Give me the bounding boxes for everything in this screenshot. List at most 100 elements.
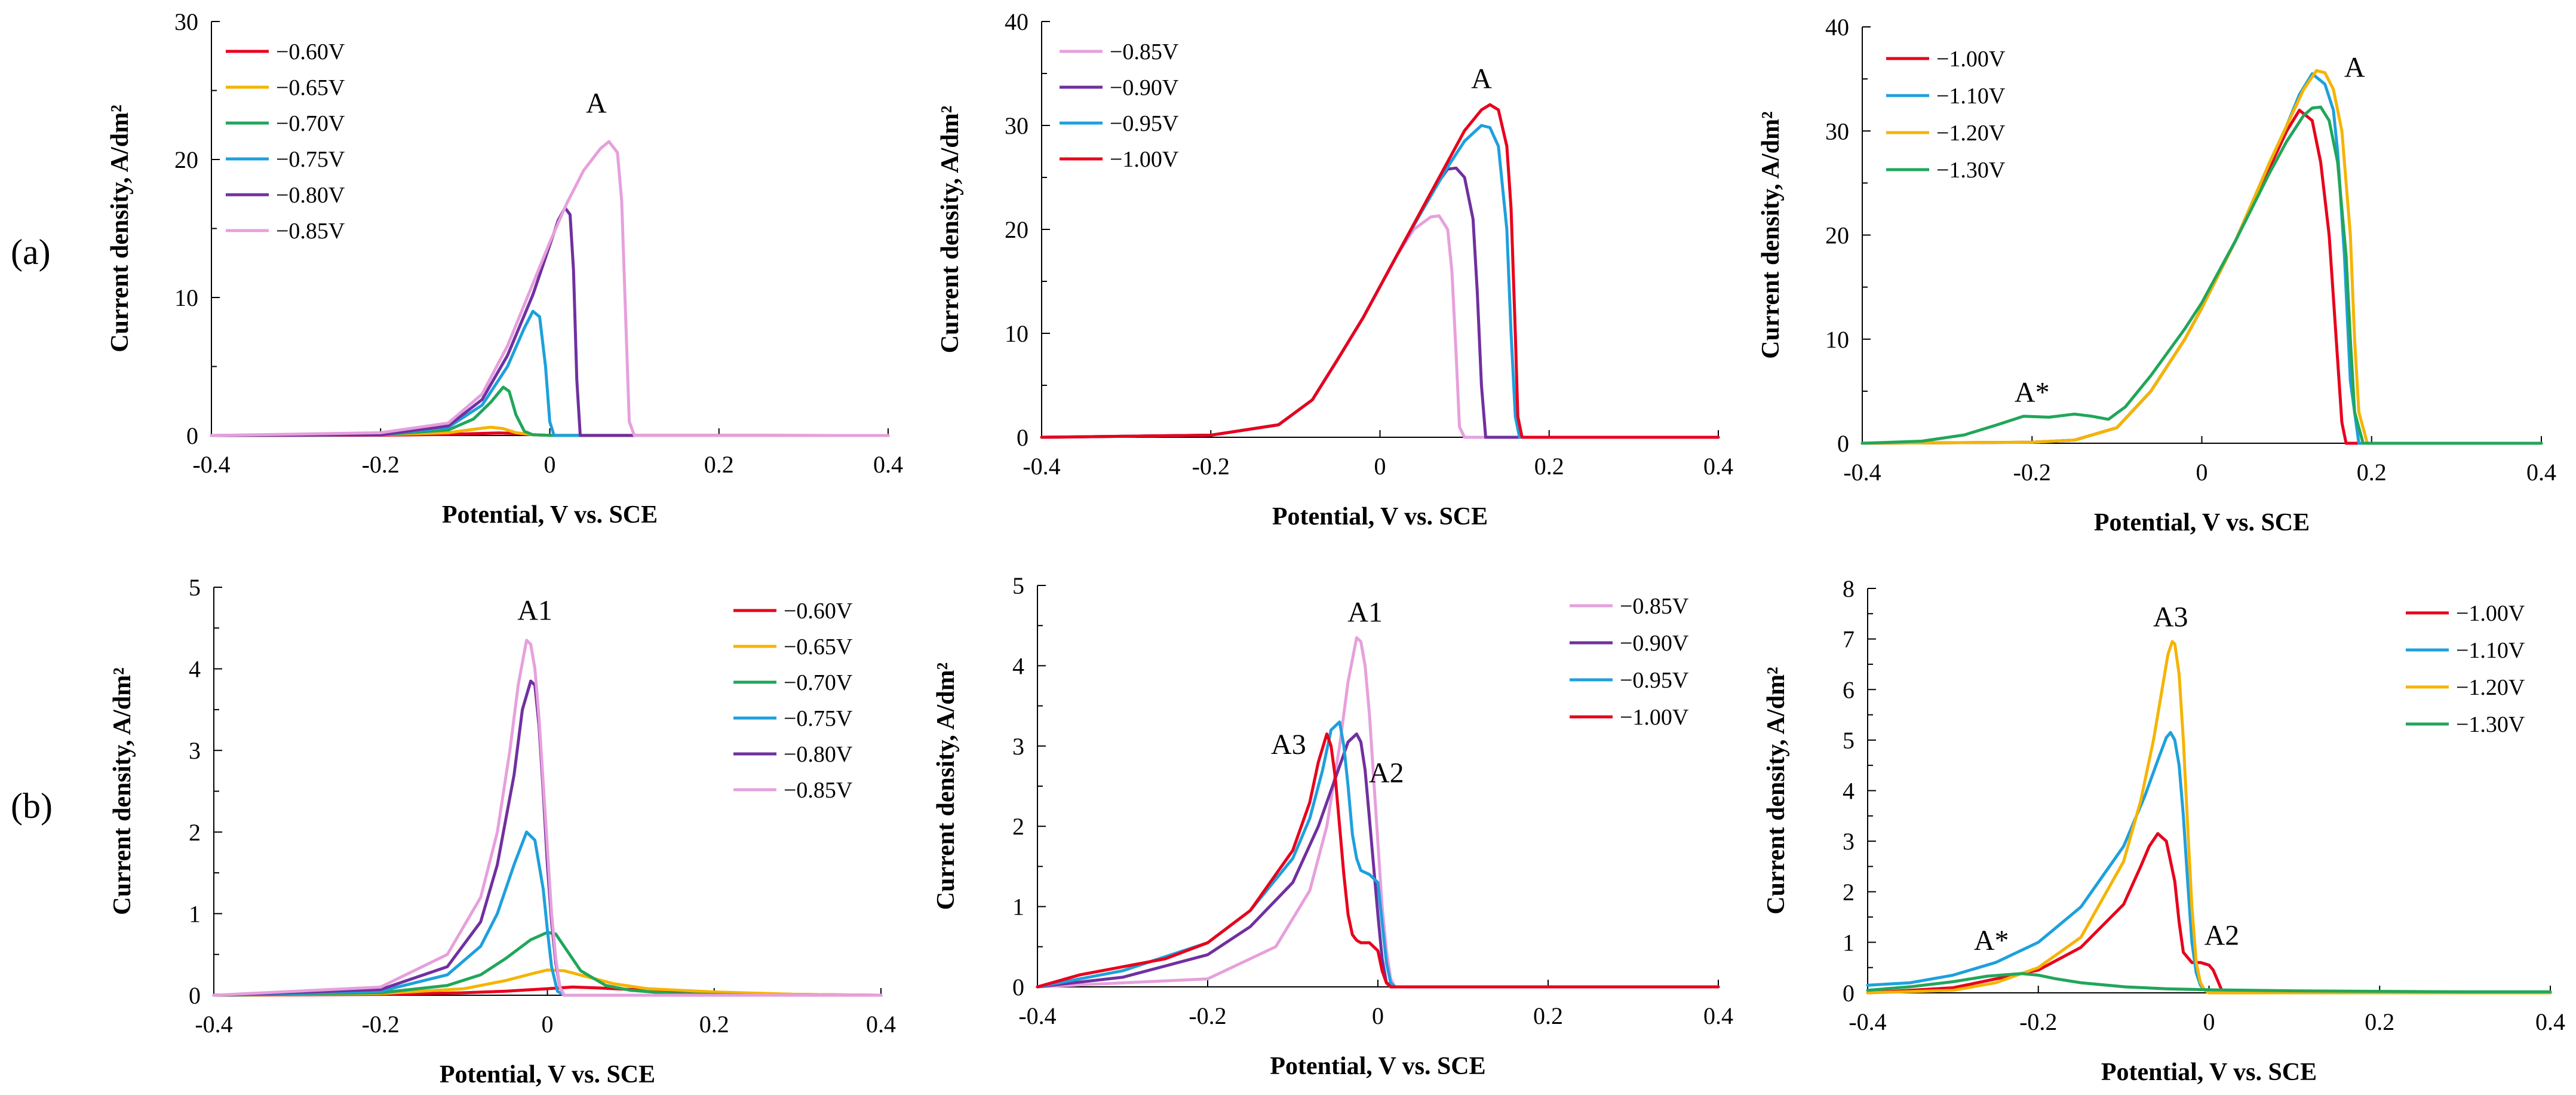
y-tick-label: 1 [189,900,201,927]
legend-label: −0.85V [1110,39,1179,65]
series-line-0 [1866,832,2552,995]
x-tick-label: 0.4 [866,1011,896,1038]
y-tick-label: 10 [1825,326,1849,353]
series-line-2 [212,931,883,997]
y-tick-label: 0 [189,982,201,1009]
x-axis-title: Potential, V vs. SCE [442,501,658,529]
legend-label: −1.00V [2456,601,2525,626]
y-axis-title: Current density, A/dm² [1763,667,1790,914]
y-tick-label: 3 [1843,828,1855,855]
x-tick-label: -0.2 [2013,459,2051,486]
y-tick-label: 8 [1843,575,1855,602]
peak-annotation: A [586,87,607,119]
y-tick-label: 40 [1825,14,1849,41]
legend-label: −0.65V [784,634,853,660]
y-tick-label: 10 [174,284,198,311]
y-axis-title: Current density, A/dm² [1757,111,1785,358]
legend-label: −1.00V [1620,705,1689,730]
x-tick-label: 0 [1374,453,1386,480]
legend-label: −1.20V [1936,121,2006,146]
x-tick-label: -0.2 [1189,1002,1226,1029]
y-tick-label: 0 [186,422,198,449]
y-tick-label: 1 [1012,894,1024,921]
y-axis-title: Current density, A/dm² [106,105,134,352]
legend-label: −0.60V [276,39,345,65]
series-line-3 [1040,103,1720,439]
y-tick-label: 3 [189,737,201,764]
legend-label: −0.85V [784,778,853,803]
x-tick-label: -0.4 [1018,1002,1056,1029]
x-tick-label: -0.4 [1023,453,1060,480]
legend-label: −1.30V [2456,712,2525,737]
legend-label: −0.85V [1620,594,1689,619]
y-tick-label: 0 [1843,980,1855,1007]
x-tick-label: -0.4 [192,451,230,478]
x-tick-label: -0.2 [362,1011,400,1038]
series-line-5 [210,140,890,437]
legend-label: −0.90V [1110,75,1179,100]
y-tick-label: 5 [189,574,201,601]
x-tick-label: -0.4 [195,1011,232,1038]
legend-label: −0.85V [276,219,345,244]
series-line-3 [1860,105,2543,445]
legend-label: −1.30V [1936,158,2006,183]
x-tick-label: -0.2 [2019,1008,2057,1035]
legend-label: −1.00V [1936,47,2006,72]
x-tick-label: 0 [1372,1002,1384,1029]
peak-annotation: A [1471,63,1492,94]
peak-annotation: A2 [2205,920,2240,952]
y-axis-title: Current density, A/dm² [932,662,960,910]
x-tick-label: 0.2 [699,1011,729,1038]
legend-label: −0.80V [784,742,853,767]
x-axis-title: Potential, V vs. SCE [440,1061,655,1088]
legend-label: −1.20V [2456,675,2525,700]
legend-label: −0.75V [276,147,345,172]
peak-annotation: A1 [517,595,552,627]
y-tick-label: 5 [1843,727,1855,754]
y-tick-label: 20 [1825,222,1849,249]
series-line-1 [212,968,883,997]
y-tick-label: 5 [1012,572,1024,599]
x-axis-title: Potential, V vs. SCE [1272,503,1488,530]
row-label-a: (a) [11,232,51,272]
series-line-2 [210,385,890,437]
x-tick-label: 0.2 [1534,453,1564,480]
y-tick-label: 30 [174,8,198,35]
y-tick-label: 2 [1843,879,1855,906]
peak-annotation: A [2344,52,2365,84]
x-tick-label: 0.4 [2535,1008,2565,1035]
y-tick-label: 0 [1012,974,1024,1001]
legend-label: −0.95V [1110,111,1179,136]
x-tick-label: -0.4 [1849,1008,1886,1035]
series-line-3 [212,830,883,997]
series-line-3 [1866,972,2552,993]
legend-label: −0.70V [276,111,345,136]
series-line-2 [1860,69,2543,445]
legend-label: −0.65V [276,75,345,100]
y-tick-label: 10 [1005,320,1028,347]
x-tick-label: 0.2 [2357,459,2387,486]
x-tick-label: 0 [542,1011,554,1038]
peak-annotation: A2 [1369,757,1404,789]
y-tick-label: 20 [1005,216,1028,243]
y-axis-title: Current density, A/dm² [109,667,136,915]
x-tick-label: 0.2 [2365,1008,2394,1035]
x-tick-label: 0.2 [1533,1002,1563,1029]
peak-annotation: A* [2015,376,2050,408]
y-tick-label: 2 [189,819,201,846]
peak-annotation: A* [1974,925,2009,956]
series-line-2 [1036,720,1720,989]
y-tick-label: 3 [1012,733,1024,760]
y-tick-label: 0 [1017,424,1028,451]
x-tick-label: 0 [2203,1008,2215,1035]
legend-label: −0.95V [1620,668,1689,693]
x-tick-label: -0.4 [1843,459,1881,486]
legend-label: −0.80V [276,183,345,208]
x-tick-label: 0.4 [2526,459,2556,486]
x-tick-label: 0.4 [873,451,903,478]
